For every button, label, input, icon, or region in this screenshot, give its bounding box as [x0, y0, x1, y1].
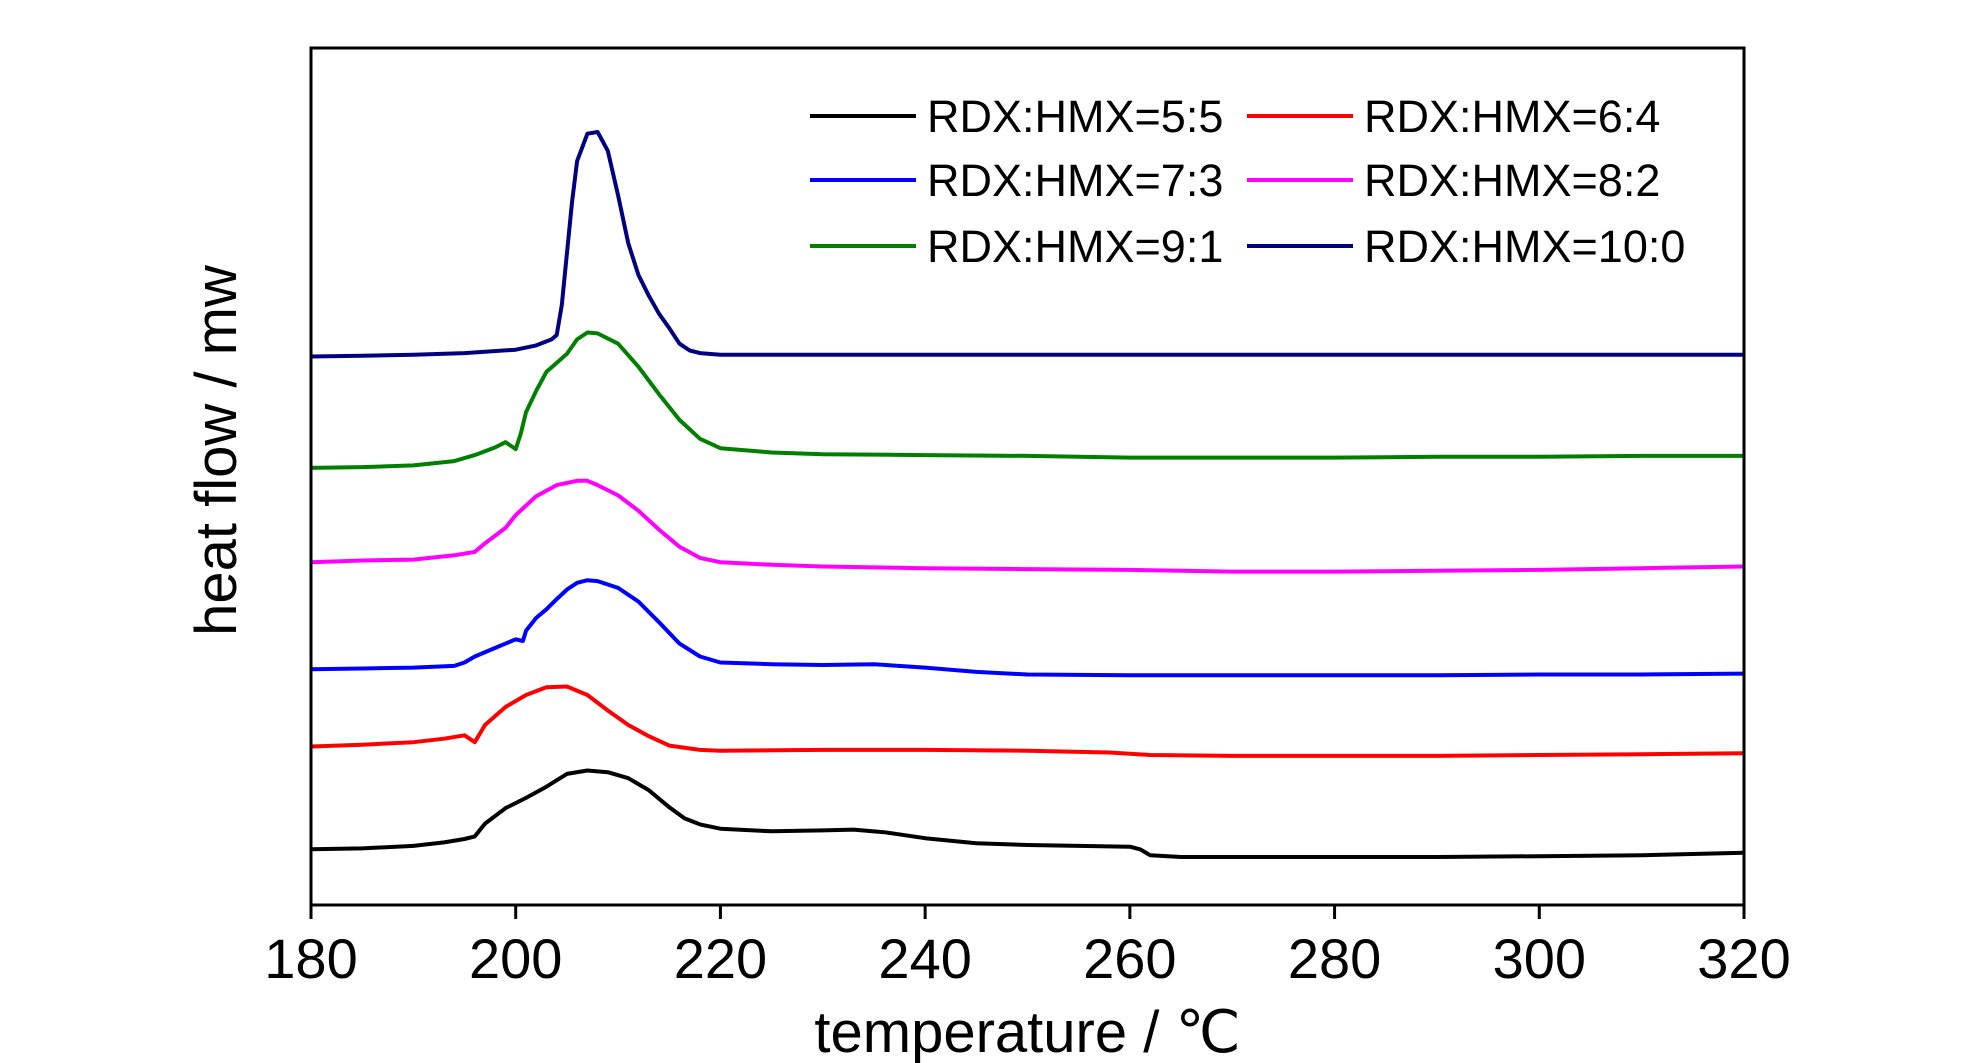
- series-line-3: [310, 478, 1745, 574]
- legend-label-4: RDX:HMX=9:1: [927, 221, 1223, 272]
- series-layer: [310, 130, 1745, 859]
- legend-label-0: RDX:HMX=5:5: [927, 91, 1223, 142]
- y-axis-label: heat flow / mw: [184, 264, 249, 636]
- x-axis-ticks: 180 200 220 240 260 280 300 320: [264, 905, 1791, 990]
- plot-frame: [309, 46, 1746, 907]
- x-tick-label-4: 260: [1083, 927, 1176, 990]
- x-tick-label-7: 320: [1697, 927, 1790, 990]
- x-tick-label-5: 280: [1288, 927, 1381, 990]
- series-line-1: [310, 684, 1745, 758]
- series-line-4: [310, 330, 1744, 470]
- legend-label-2: RDX:HMX=7:3: [927, 155, 1223, 206]
- x-tick-label-3: 240: [878, 927, 971, 990]
- legend-label-5: RDX:HMX=10:0: [1364, 221, 1685, 272]
- series-line-0: [310, 768, 1745, 859]
- legend: RDX:HMX=5:5 RDX:HMX=6:4 RDX:HMX=7:3 RDX:HMX…: [810, 91, 1685, 272]
- x-tick-label-2: 220: [674, 927, 767, 990]
- x-tick-label-1: 200: [469, 927, 562, 990]
- legend-label-1: RDX:HMX=6:4: [1364, 91, 1660, 142]
- x-tick-label-6: 300: [1493, 927, 1586, 990]
- x-tick-label-0: 180: [264, 927, 357, 990]
- series-line-5: [310, 130, 1744, 359]
- x-axis-label: temperature / ℃: [814, 1000, 1240, 1063]
- series-line-2: [310, 578, 1745, 678]
- legend-label-3: RDX:HMX=8:2: [1364, 155, 1660, 206]
